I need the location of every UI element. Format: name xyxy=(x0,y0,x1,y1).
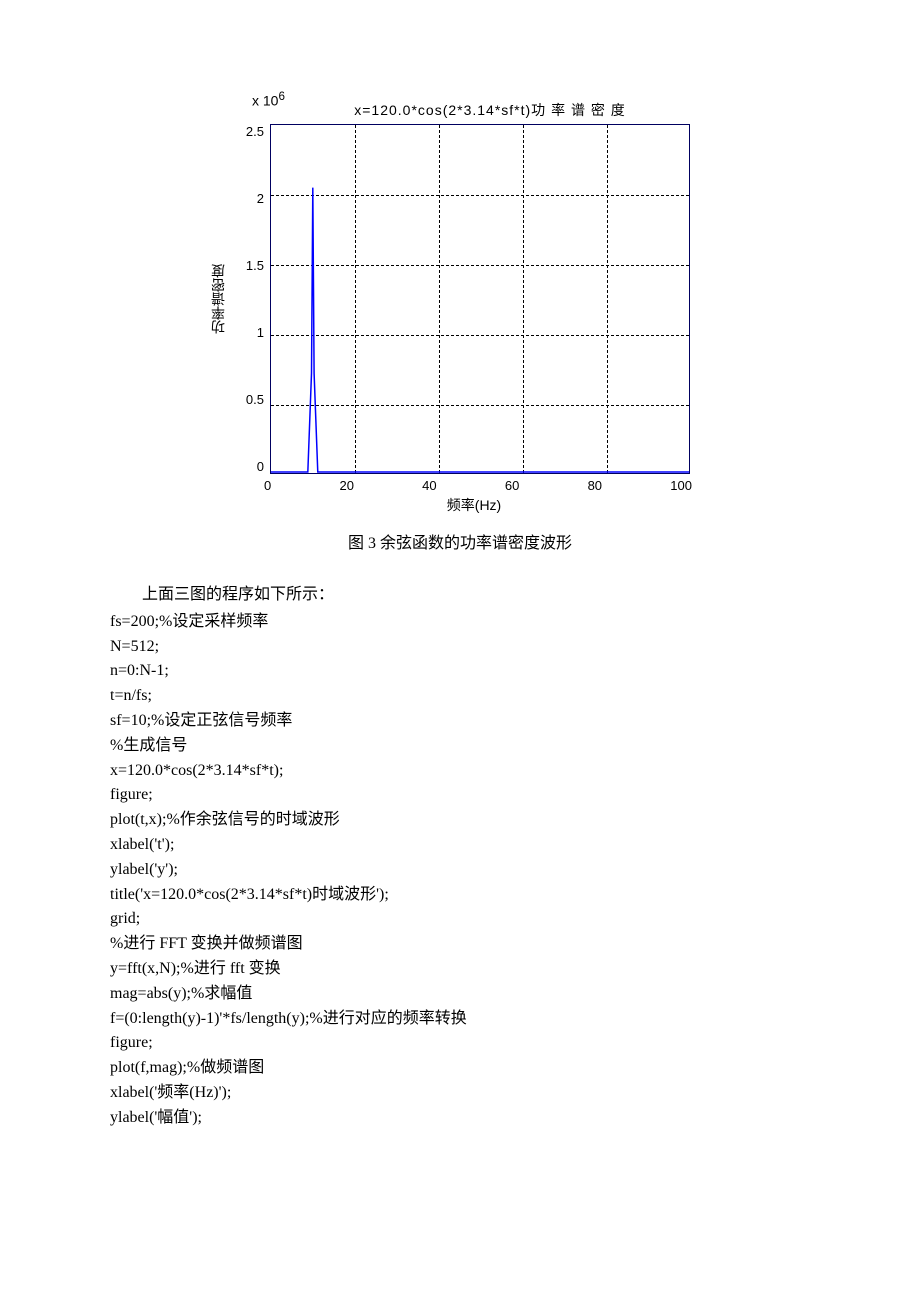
code-line: N=512; xyxy=(110,635,810,660)
code-line: figure; xyxy=(110,783,810,808)
plot-area xyxy=(270,124,690,474)
y-exponent-base: x 10 xyxy=(252,93,278,109)
psd-chart: x 106 x=120.0*cos(2*3.14*sf*t)功 率 谱 密 度 … xyxy=(210,100,710,515)
code-line: ylabel('y'); xyxy=(110,858,810,883)
code-line: n=0:N-1; xyxy=(110,659,810,684)
ytick: 2.5 xyxy=(246,124,264,139)
plot-row: 功率谱密度 2.5 2 1.5 1 0.5 0 xyxy=(210,124,710,474)
y-ticks: 2.5 2 1.5 1 0.5 0 xyxy=(234,124,270,474)
code-line: %生成信号 xyxy=(110,734,810,759)
code-line: xlabel('t'); xyxy=(110,833,810,858)
figure-caption: 图 3 余弦函数的功率谱密度波形 xyxy=(110,529,810,553)
chart-title: x=120.0*cos(2*3.14*sf*t)功 率 谱 密 度 xyxy=(210,100,710,120)
code-line: title('x=120.0*cos(2*3.14*sf*t)时域波形'); xyxy=(110,883,810,908)
code-line: grid; xyxy=(110,907,810,932)
xtick: 0 xyxy=(264,478,271,493)
ytick: 0.5 xyxy=(246,392,264,407)
xtick: 100 xyxy=(670,478,692,493)
code-line: f=(0:length(y)-1)'*fs/length(y);%进行对应的频率… xyxy=(110,1007,810,1032)
y-exponent-sup: 6 xyxy=(278,90,284,103)
code-line: t=n/fs; xyxy=(110,684,810,709)
code-line: x=120.0*cos(2*3.14*sf*t); xyxy=(110,759,810,784)
ytick: 0 xyxy=(257,459,264,474)
xtick: 20 xyxy=(339,478,353,493)
code-line: sf=10;%设定正弦信号频率 xyxy=(110,709,810,734)
xtick: 40 xyxy=(422,478,436,493)
code-line: figure; xyxy=(110,1031,810,1056)
x-ticks: 0 20 40 60 80 100 xyxy=(264,478,692,493)
code-line: plot(f,mag);%做频谱图 xyxy=(110,1056,810,1081)
y-axis-label: 功率谱密度 xyxy=(210,264,230,334)
xtick: 80 xyxy=(588,478,602,493)
ytick: 2 xyxy=(257,191,264,206)
code-line: %进行 FFT 变换并做频谱图 xyxy=(110,932,810,957)
code-line: y=fft(x,N);%进行 fft 变换 xyxy=(110,957,810,982)
ytick: 1.5 xyxy=(246,258,264,273)
xtick: 60 xyxy=(505,478,519,493)
code-line: xlabel('频率(Hz)'); xyxy=(110,1081,810,1106)
code-line: plot(t,x);%作余弦信号的时域波形 xyxy=(110,808,810,833)
code-line: fs=200;%设定采样频率 xyxy=(110,610,810,635)
intro-text: 上面三图的程序如下所示： xyxy=(110,583,810,608)
psd-peak-line xyxy=(271,125,689,473)
x-axis-label: 频率(Hz) xyxy=(264,495,684,515)
ytick: 1 xyxy=(257,325,264,340)
code-line: ylabel('幅值'); xyxy=(110,1106,810,1131)
document-page: x 106 x=120.0*cos(2*3.14*sf*t)功 率 谱 密 度 … xyxy=(0,0,920,1191)
y-exponent: x 106 xyxy=(252,90,285,109)
code-line: mag=abs(y);%求幅值 xyxy=(110,982,810,1007)
